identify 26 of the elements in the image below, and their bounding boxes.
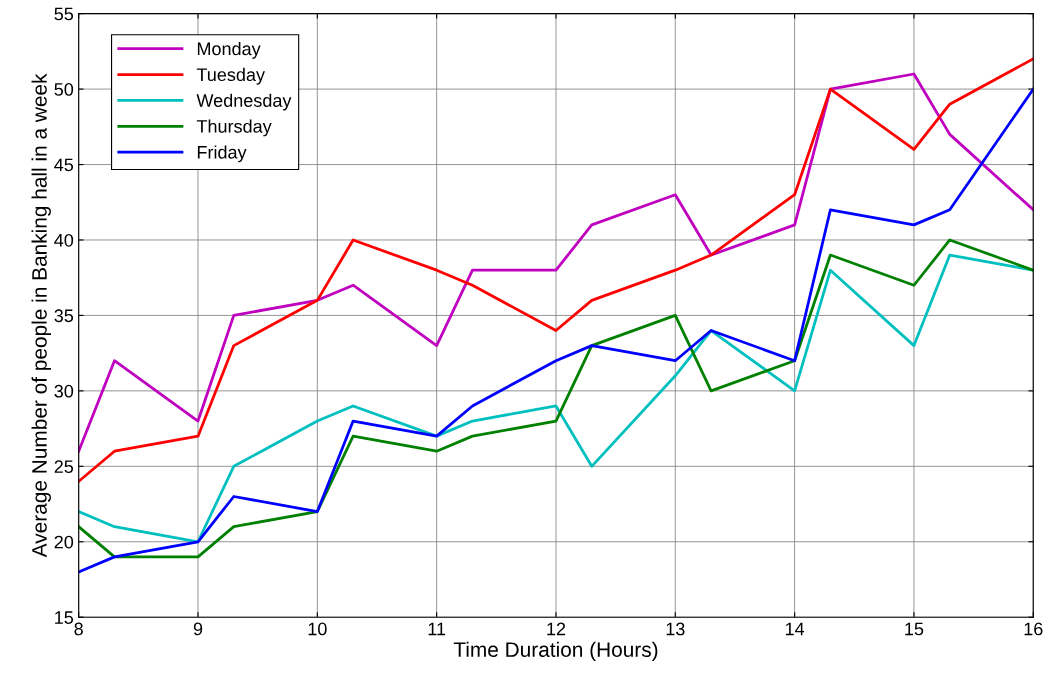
x-tick-label: 11 <box>428 622 446 636</box>
y-axis-title: Average Number of people in Banking hall in a week <box>31 73 51 558</box>
x-tick-label: 16 <box>1024 622 1043 636</box>
x-tick-label: 8 <box>74 622 83 636</box>
y-tick-label: 50 <box>54 83 74 96</box>
legend-label: Monday <box>197 41 261 59</box>
legend-label: Wednesday <box>196 93 292 111</box>
y-tick-label: 45 <box>54 158 74 172</box>
x-tick-label: 12 <box>547 622 566 636</box>
x-tick-label: 14 <box>785 622 805 636</box>
y-tick-label: 30 <box>54 384 74 398</box>
x-tick-label: 10 <box>308 622 327 636</box>
legend-label: Tuesday <box>196 67 265 85</box>
y-tick-label: 25 <box>54 460 74 474</box>
legend-label: Thursday <box>196 119 272 137</box>
x-axis-title: Time Duration (Hours) <box>453 641 658 662</box>
x-tick-label: 13 <box>666 622 685 636</box>
y-tick-label: 55 <box>54 7 74 21</box>
x-tick-label: 9 <box>193 622 203 636</box>
x-tick-label: 15 <box>905 622 924 636</box>
y-tick-label: 20 <box>54 535 74 549</box>
y-tick-label: 15 <box>55 611 74 624</box>
y-tick-label: 35 <box>54 309 74 323</box>
legend-label: Friday <box>197 145 247 163</box>
y-tick-label: 40 <box>54 233 74 247</box>
line-series <box>78 87 1034 574</box>
